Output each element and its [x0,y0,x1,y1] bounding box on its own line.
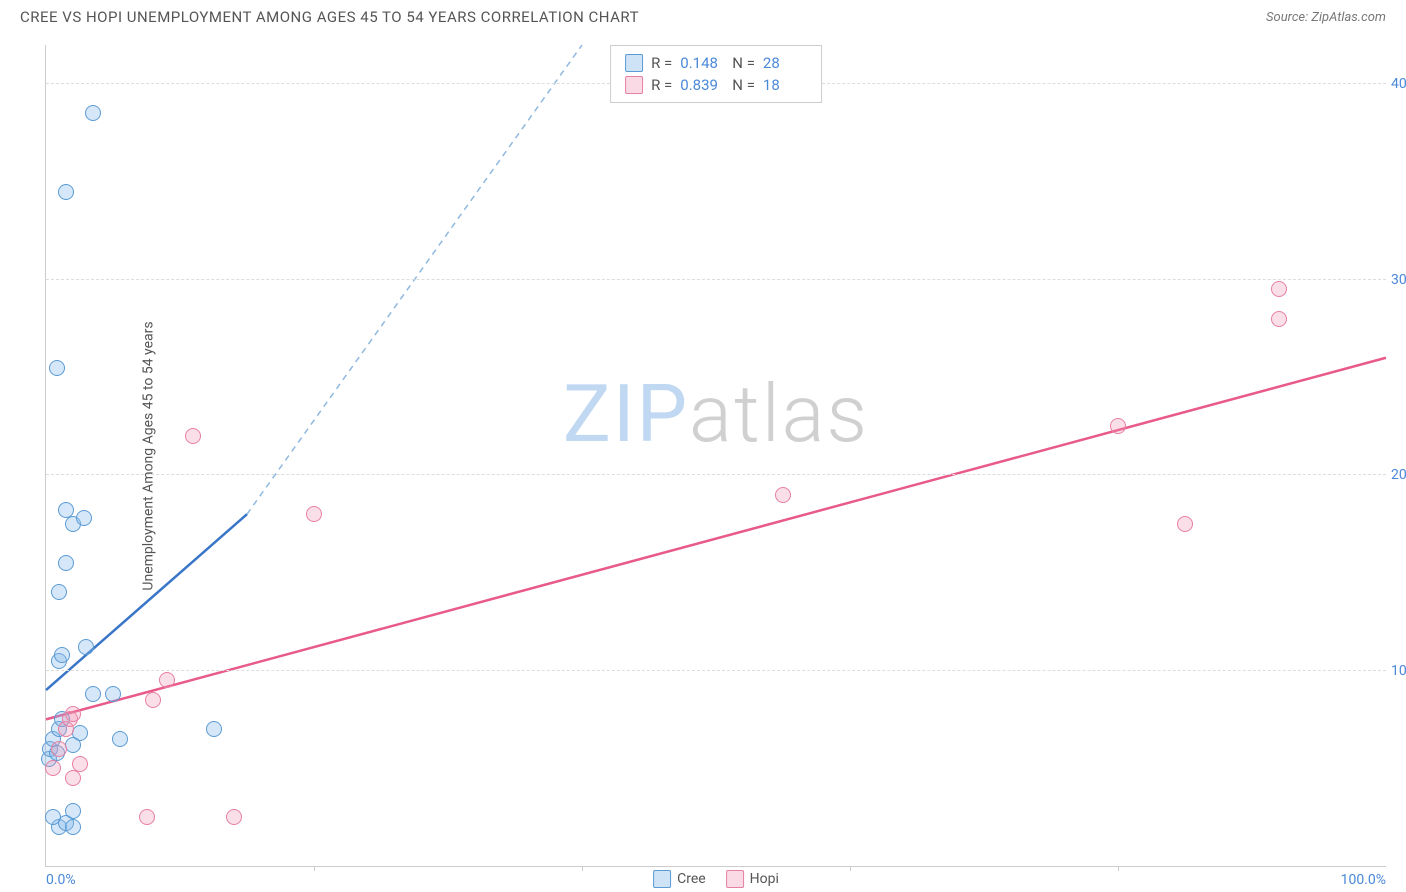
cree-point [65,803,81,819]
hopi-point [45,760,61,776]
hopi-point [185,428,201,444]
cree-point [51,584,67,600]
hopi-point [65,706,81,722]
hopi-point [775,487,791,503]
cree-point [76,510,92,526]
x-minor-tick [1118,866,1119,871]
cree-point [45,809,61,825]
x-tick-label: 100.0% [1341,872,1386,888]
r-label: R = [651,54,672,72]
cree-swatch-icon [653,870,671,888]
cree-point [58,502,74,518]
cree-point [112,731,128,747]
plot-area: 10.0%20.0%30.0%40.0%0.0%100.0% [46,45,1386,866]
cree-point [85,105,101,121]
x-tick-label: 0.0% [46,872,76,888]
y-tick-label: 20.0% [1391,467,1406,483]
chart-area: Unemployment Among Ages 45 to 54 years Z… [45,45,1386,867]
cree-point [58,184,74,200]
hopi-point [1271,311,1287,327]
series-legend: Cree Hopi [653,870,779,888]
stats-legend: R = 0.148 N = 28 R = 0.839 N = 18 [610,45,822,103]
hopi-point [65,770,81,786]
cree-point [105,686,121,702]
hopi-point [1110,418,1126,434]
hopi-point [139,809,155,825]
cree-point [206,721,222,737]
r-label: R = [651,76,672,94]
x-minor-tick [582,866,583,871]
chart-title: CREE VS HOPI UNEMPLOYMENT AMONG AGES 45 … [20,8,639,26]
y-tick-label: 30.0% [1391,272,1406,288]
gridline [46,474,1386,475]
hopi-point [306,506,322,522]
x-minor-tick [850,866,851,871]
cree-n-value: 28 [763,54,807,72]
hopi-point [1177,516,1193,532]
source-label: Source: ZipAtlas.com [1266,10,1386,25]
hopi-point [51,741,67,757]
hopi-point [72,756,88,772]
stats-row-hopi: R = 0.839 N = 18 [625,74,807,96]
cree-label: Cree [677,871,706,887]
hopi-swatch-icon [726,870,744,888]
hopi-swatch-icon [625,76,643,94]
y-tick-label: 40.0% [1391,76,1406,92]
cree-point [65,819,81,835]
hopi-label: Hopi [750,871,779,887]
y-tick-label: 10.0% [1391,663,1406,679]
cree-point [54,647,70,663]
stats-row-cree: R = 0.148 N = 28 [625,52,807,74]
n-label: N = [732,76,755,94]
x-minor-tick [314,866,315,871]
cree-point [78,639,94,655]
cree-point [49,360,65,376]
hopi-r-value: 0.839 [680,76,724,94]
gridline [46,279,1386,280]
hopi-point [226,809,242,825]
hopi-point [1271,281,1287,297]
trend-lines [46,45,1386,866]
cree-point [58,555,74,571]
cree-swatch-icon [625,54,643,72]
cree-point [85,686,101,702]
trend-line [46,514,247,690]
cree-r-value: 0.148 [680,54,724,72]
n-label: N = [732,54,755,72]
hopi-point [159,672,175,688]
hopi-n-value: 18 [763,76,807,94]
gridline [46,670,1386,671]
hopi-point [145,692,161,708]
legend-item-hopi: Hopi [726,870,779,888]
legend-item-cree: Cree [653,870,706,888]
trend-line [46,358,1386,720]
